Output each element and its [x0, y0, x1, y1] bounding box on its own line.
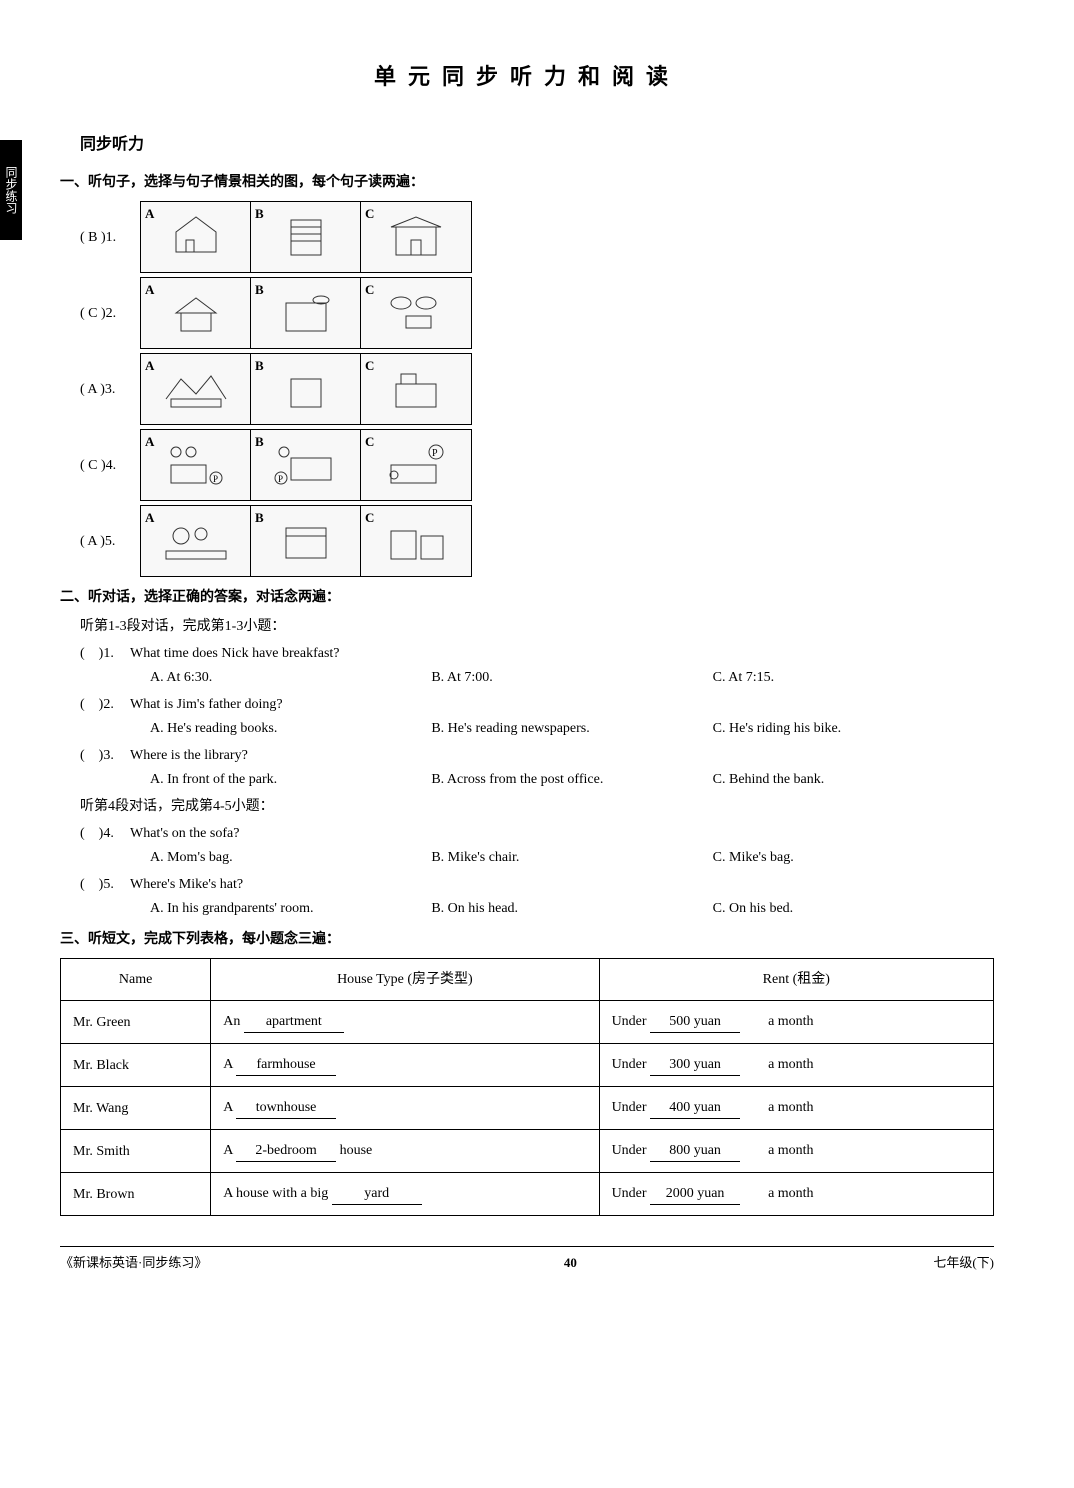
paren: ( )5. — [80, 874, 130, 895]
opt-c: C. At 7:15. — [713, 667, 994, 688]
col-house-type: House Type (房子类型) — [211, 959, 599, 1001]
opt-c: C. Mike's bag. — [713, 847, 994, 868]
question-1: ( )1.What time does Nick have breakfast?… — [60, 643, 994, 688]
q-text: What's on the sofa? — [130, 823, 994, 844]
image-row-2: ( C )2. A B C — [60, 277, 994, 349]
row-label: ( A )5. — [80, 531, 140, 552]
part1-image-rows: ( B )1. A B C ( C )2. A B C ( A )3. A B … — [60, 201, 994, 577]
svg-text:P: P — [432, 448, 438, 459]
question-3: ( )3.Where is the library? A. In front o… — [60, 745, 994, 790]
cell-house: A house with a big yard — [211, 1173, 599, 1216]
opt-a: A. In his grandparents' room. — [150, 898, 431, 919]
table-row: Mr. Brown A house with a big yard Under … — [61, 1173, 994, 1216]
col-rent: Rent (租金) — [599, 959, 993, 1001]
opt-a: A. In front of the park. — [150, 769, 431, 790]
image-cell: B — [251, 278, 361, 348]
opt-c: C. He's riding his bike. — [713, 718, 994, 739]
image-cell: B — [251, 202, 361, 272]
footer-page: 40 — [564, 1253, 577, 1273]
part2-header: 二、听对话，选择正确的答案，对话念两遍： — [60, 587, 994, 608]
part1-header: 一、听句子，选择与句子情景相关的图，每个句子读两遍： — [60, 172, 994, 193]
row-label: ( B )1. — [80, 227, 140, 248]
paren: ( )4. — [80, 823, 130, 844]
image-row-4: ( C )4. AP BP CP — [60, 429, 994, 501]
table-row: Mr. Wang A townhouse Under 400 yuan a mo… — [61, 1087, 994, 1130]
opt-b: B. At 7:00. — [431, 667, 712, 688]
opt-b: B. He's reading newspapers. — [431, 718, 712, 739]
section-listening-title: 同步听力 — [60, 133, 994, 157]
cell-rent: Under 300 yuan a month — [599, 1044, 993, 1087]
image-cell: A — [141, 354, 251, 424]
question-2: ( )2.What is Jim's father doing? A. He's… — [60, 694, 994, 739]
image-row-5: ( A )5. A B C — [60, 505, 994, 577]
svg-text:P: P — [213, 474, 218, 484]
opt-a: A. Mom's bag. — [150, 847, 431, 868]
q-text: Where's Mike's hat? — [130, 874, 994, 895]
q-text: What time does Nick have breakfast? — [130, 643, 994, 664]
cell-name: Mr. Smith — [61, 1130, 211, 1173]
cell-rent: Under 800 yuan a month — [599, 1130, 993, 1173]
image-row-3: ( A )3. A B C — [60, 353, 994, 425]
image-cell: B — [251, 506, 361, 576]
part2-sub2: 听第4段对话，完成第4-5小题： — [80, 796, 994, 817]
footer-left: 《新课标英语·同步练习》 — [60, 1253, 207, 1273]
cell-rent: Under 400 yuan a month — [599, 1087, 993, 1130]
svg-text:P: P — [278, 474, 283, 484]
table-row: Mr. Smith A 2-bedroom house Under 800 yu… — [61, 1130, 994, 1173]
opt-a: A. At 6:30. — [150, 667, 431, 688]
q-text: Where is the library? — [130, 745, 994, 766]
image-row-1: ( B )1. A B C — [60, 201, 994, 273]
cell-name: Mr. Wang — [61, 1087, 211, 1130]
part2-sub1: 听第1-3段对话，完成第1-3小题： — [80, 616, 994, 637]
image-cell: C — [361, 506, 471, 576]
part3-header: 三、听短文，完成下列表格，每小题念三遍： — [60, 929, 994, 950]
paren: ( )1. — [80, 643, 130, 664]
cell-house: A townhouse — [211, 1087, 599, 1130]
image-cell: C — [361, 202, 471, 272]
row-label: ( C )4. — [80, 455, 140, 476]
image-cell: AP — [141, 430, 251, 500]
opt-b: B. Across from the post office. — [431, 769, 712, 790]
rent-table: Name House Type (房子类型) Rent (租金) Mr. Gre… — [60, 958, 994, 1216]
image-cell: A — [141, 202, 251, 272]
image-cell: C — [361, 278, 471, 348]
table-header-row: Name House Type (房子类型) Rent (租金) — [61, 959, 994, 1001]
cell-house: A 2-bedroom house — [211, 1130, 599, 1173]
opt-a: A. He's reading books. — [150, 718, 431, 739]
cell-rent: Under 500 yuan a month — [599, 1001, 993, 1044]
table-row: Mr. Black A farmhouse Under 300 yuan a m… — [61, 1044, 994, 1087]
image-cell: A — [141, 506, 251, 576]
cell-name: Mr. Black — [61, 1044, 211, 1087]
footer-right: 七年级(下) — [933, 1253, 994, 1273]
question-4: ( )4.What's on the sofa? A. Mom's bag.B.… — [60, 823, 994, 868]
side-tab: 同步练习 — [0, 140, 22, 240]
cell-house: An apartment — [211, 1001, 599, 1044]
cell-name: Mr. Brown — [61, 1173, 211, 1216]
q-text: What is Jim's father doing? — [130, 694, 994, 715]
image-cell: BP — [251, 430, 361, 500]
opt-c: C. Behind the bank. — [713, 769, 994, 790]
row-label: ( C )2. — [80, 303, 140, 324]
cell-rent: Under 2000 yuan a month — [599, 1173, 993, 1216]
opt-b: B. On his head. — [431, 898, 712, 919]
cell-name: Mr. Green — [61, 1001, 211, 1044]
col-name: Name — [61, 959, 211, 1001]
image-cell: CP — [361, 430, 471, 500]
row-label: ( A )3. — [80, 379, 140, 400]
table-row: Mr. Green An apartment Under 500 yuan a … — [61, 1001, 994, 1044]
paren: ( )3. — [80, 745, 130, 766]
footer: 《新课标英语·同步练习》 40 七年级(下) — [60, 1246, 994, 1273]
paren: ( )2. — [80, 694, 130, 715]
question-5: ( )5.Where's Mike's hat? A. In his grand… — [60, 874, 994, 919]
opt-c: C. On his bed. — [713, 898, 994, 919]
image-cell: B — [251, 354, 361, 424]
cell-house: A farmhouse — [211, 1044, 599, 1087]
opt-b: B. Mike's chair. — [431, 847, 712, 868]
image-cell: C — [361, 354, 471, 424]
image-cell: A — [141, 278, 251, 348]
main-title: 单元同步听力和阅读 — [60, 60, 994, 93]
